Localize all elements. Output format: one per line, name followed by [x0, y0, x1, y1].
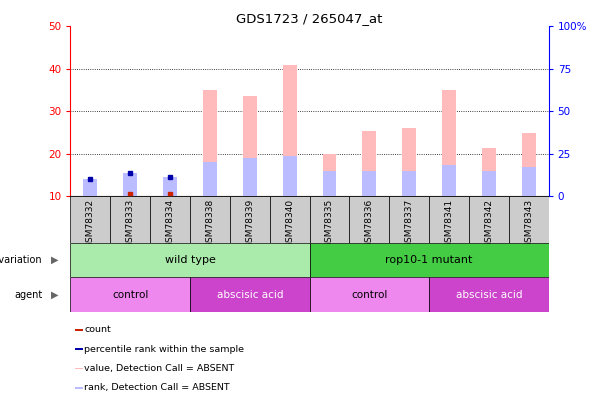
Bar — [203, 162, 217, 196]
Bar — [310, 243, 549, 277]
Text: GSM78337: GSM78337 — [405, 199, 414, 248]
Bar — [75, 329, 83, 330]
Text: genotype/variation: genotype/variation — [0, 255, 42, 265]
Text: value, Detection Call = ABSENT: value, Detection Call = ABSENT — [84, 364, 234, 373]
Bar — [429, 277, 549, 312]
Bar — [522, 133, 536, 196]
Bar — [163, 194, 177, 196]
Bar — [243, 158, 257, 196]
Bar — [190, 277, 310, 312]
Bar — [163, 177, 177, 196]
Text: abscisic acid: abscisic acid — [455, 290, 522, 300]
Bar — [349, 196, 389, 243]
Text: count: count — [84, 325, 111, 334]
Text: GSM78341: GSM78341 — [444, 199, 454, 248]
Bar — [362, 171, 376, 196]
Bar — [522, 167, 536, 196]
Bar — [482, 171, 496, 196]
Text: percentile rank within the sample: percentile rank within the sample — [84, 345, 244, 354]
Text: agent: agent — [14, 290, 42, 300]
Text: ▶: ▶ — [51, 255, 58, 265]
Text: GSM78342: GSM78342 — [484, 199, 493, 248]
Bar — [270, 196, 310, 243]
Bar — [110, 196, 150, 243]
Text: GSM78334: GSM78334 — [166, 199, 175, 248]
Bar — [70, 243, 310, 277]
Text: GSM78335: GSM78335 — [325, 199, 334, 248]
Bar — [362, 130, 376, 196]
Text: ▶: ▶ — [51, 290, 58, 300]
Bar — [442, 90, 456, 196]
Text: GSM78338: GSM78338 — [205, 199, 215, 248]
Bar — [322, 154, 337, 196]
Bar — [83, 179, 97, 196]
Text: GSM78343: GSM78343 — [524, 199, 533, 248]
Text: abscisic acid: abscisic acid — [216, 290, 283, 300]
Bar — [230, 196, 270, 243]
Text: GSM78340: GSM78340 — [285, 199, 294, 248]
Text: control: control — [112, 290, 148, 300]
Bar — [469, 196, 509, 243]
Text: control: control — [351, 290, 387, 300]
Bar — [442, 164, 456, 196]
Text: GSM78333: GSM78333 — [126, 199, 135, 248]
Bar — [243, 96, 257, 196]
Bar — [70, 277, 190, 312]
Bar — [429, 196, 469, 243]
Bar — [310, 277, 429, 312]
Bar — [509, 196, 549, 243]
Bar — [83, 181, 97, 196]
Bar — [150, 196, 190, 243]
Title: GDS1723 / 265047_at: GDS1723 / 265047_at — [237, 12, 383, 25]
Bar — [389, 196, 429, 243]
Bar — [75, 348, 83, 350]
Bar — [123, 173, 137, 196]
Bar — [402, 128, 416, 196]
Bar — [283, 156, 297, 196]
Bar — [203, 90, 217, 196]
Text: rop10-1 mutant: rop10-1 mutant — [386, 255, 473, 265]
Bar — [402, 171, 416, 196]
Bar — [482, 147, 496, 196]
Bar — [75, 387, 83, 389]
Text: wild type: wild type — [165, 255, 215, 265]
Text: GSM78336: GSM78336 — [365, 199, 374, 248]
Bar — [190, 196, 230, 243]
Bar — [310, 196, 349, 243]
Text: GSM78339: GSM78339 — [245, 199, 254, 248]
Bar — [70, 196, 110, 243]
Text: GSM78332: GSM78332 — [86, 199, 95, 248]
Text: rank, Detection Call = ABSENT: rank, Detection Call = ABSENT — [84, 384, 230, 392]
Bar — [322, 171, 337, 196]
Bar — [283, 64, 297, 196]
Bar — [123, 173, 137, 196]
Bar — [75, 368, 83, 369]
